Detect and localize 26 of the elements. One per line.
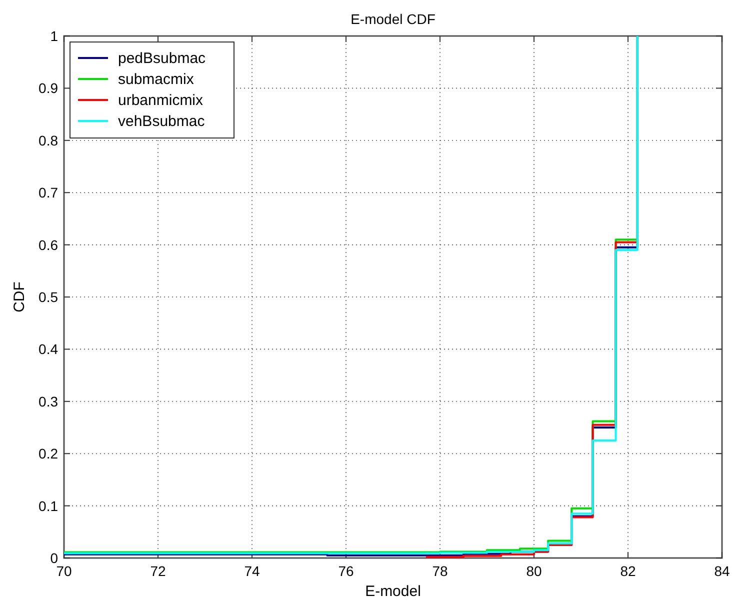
y-tick-label: 0.5	[38, 289, 58, 305]
x-tick-label: 82	[620, 563, 636, 579]
x-tick-label: 74	[244, 563, 260, 579]
y-tick-label: 0	[50, 550, 58, 566]
y-tick-label: 1	[50, 28, 58, 44]
x-tick-label: 80	[526, 563, 542, 579]
y-tick-label: 0.3	[38, 393, 58, 410]
y-tick-label: 0.8	[38, 132, 58, 148]
y-tick-label: 0.7	[38, 184, 58, 201]
legend-label: submacmix	[118, 71, 194, 88]
x-tick-label: 70	[56, 563, 72, 579]
y-tick-label: 0.9	[38, 80, 58, 96]
legend-label: vehBsubmac	[118, 113, 206, 130]
y-tick-label: 0.1	[38, 498, 58, 514]
chart-title: E-model CDF	[350, 11, 436, 27]
y-tick-label: 0.6	[38, 236, 58, 253]
y-tick-label: 0.2	[38, 446, 58, 462]
legend-label: urbanmicmix	[118, 92, 204, 109]
legend-label: pedBsubmac	[118, 50, 206, 67]
x-tick-label: 84	[714, 563, 730, 579]
y-tick-label: 0.4	[38, 341, 58, 358]
x-tick-label: 72	[150, 563, 166, 579]
y-axis-title: CDF	[11, 282, 28, 312]
x-axis-title: E-model	[365, 583, 421, 600]
x-tick-label: 76	[338, 563, 354, 579]
x-tick-label: 78	[432, 563, 448, 579]
